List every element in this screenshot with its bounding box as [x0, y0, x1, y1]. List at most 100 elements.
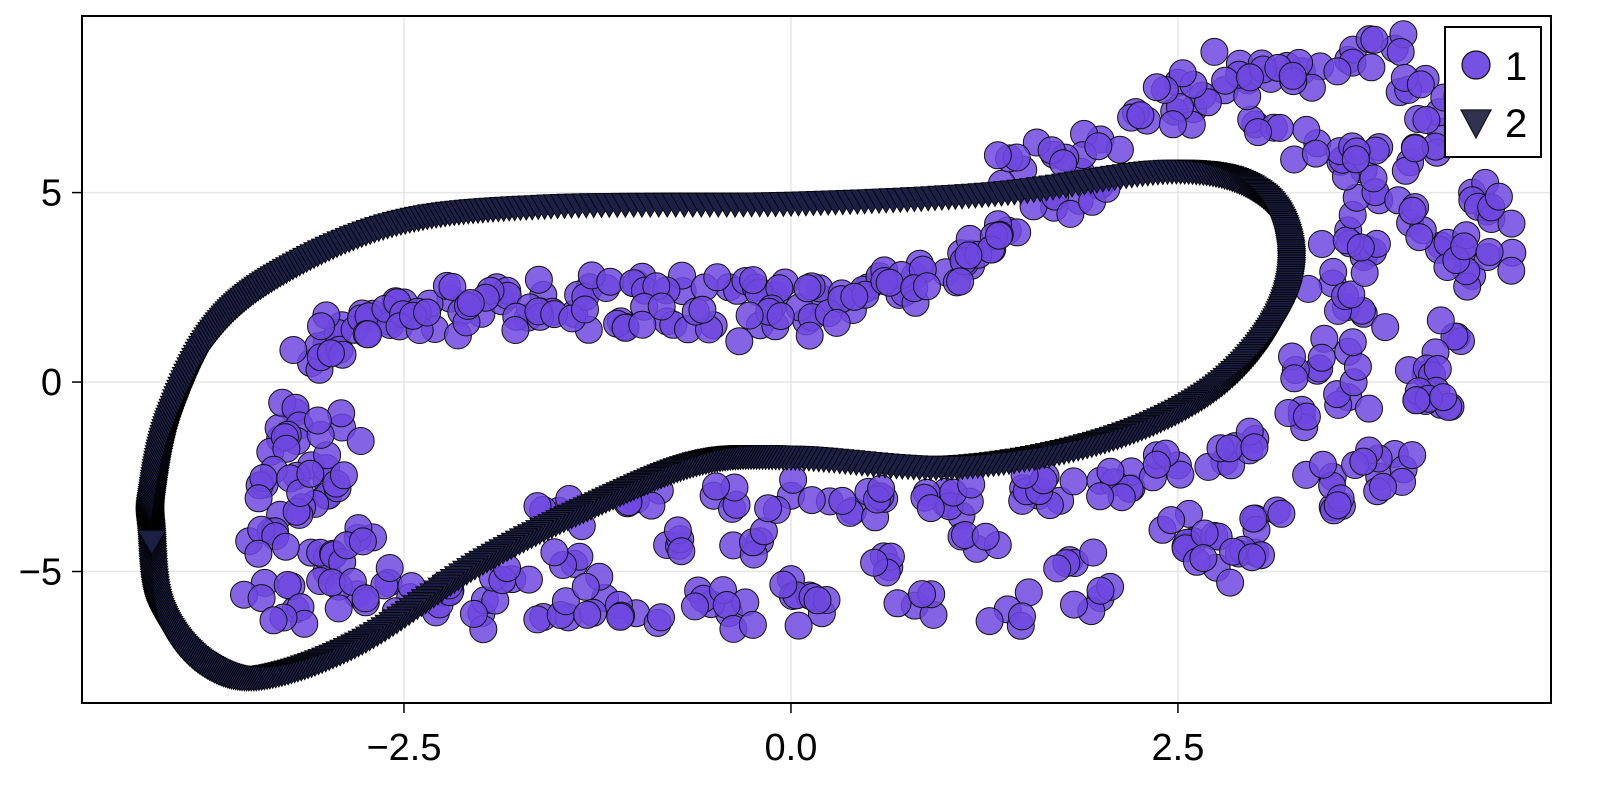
- series-1-point: [975, 607, 1004, 636]
- series-1-point: [1406, 70, 1435, 99]
- series-1-point: [523, 605, 552, 634]
- series-1-point: [913, 272, 941, 301]
- series-1-point: [571, 295, 599, 324]
- series-1-point: [438, 272, 467, 301]
- series-1-point: [1236, 63, 1264, 92]
- series-1-point: [1168, 59, 1197, 88]
- series-1-point: [271, 532, 300, 561]
- y-axis-ticks: 5 0 −5: [19, 173, 82, 594]
- series-1-point: [354, 320, 382, 349]
- series-1-point: [983, 141, 1012, 170]
- series-1-point: [1475, 238, 1504, 266]
- y-tick-label: 0: [41, 362, 62, 404]
- series-1-point: [1244, 118, 1272, 147]
- series-1-point: [1158, 110, 1187, 139]
- series-1-point: [803, 586, 832, 615]
- series-1-point: [244, 484, 273, 513]
- series-1-point: [1371, 313, 1400, 342]
- series-1-point: [1216, 568, 1245, 597]
- plot-frame: [81, 15, 1552, 704]
- series-1-point: [647, 292, 676, 321]
- triangle-down-marker-icon: [1459, 109, 1493, 140]
- series-1-point: [1484, 182, 1513, 211]
- series-1-point: [1357, 53, 1386, 82]
- series-1-point: [1323, 57, 1352, 86]
- x-tick-label: −2.5: [366, 727, 441, 769]
- series-1-point: [606, 602, 635, 631]
- series-1-point: [1166, 460, 1195, 489]
- series-1-point: [779, 465, 808, 494]
- series-1-point: [1341, 145, 1370, 174]
- series-1-point: [1349, 447, 1378, 476]
- series-1-point: [793, 274, 822, 303]
- series-1-point: [1142, 450, 1171, 479]
- series-1-point: [828, 486, 857, 515]
- series-1-point: [1350, 258, 1379, 287]
- series-1-point: [1319, 257, 1348, 286]
- series-1-point: [1060, 590, 1088, 619]
- series-1-point: [916, 494, 945, 523]
- series-1-point: [348, 527, 377, 556]
- series-1-point: [1142, 73, 1171, 102]
- series-1-point: [279, 336, 308, 364]
- series-1-point: [739, 266, 768, 295]
- series-1-point: [413, 298, 442, 327]
- series-1-point: [456, 289, 485, 317]
- series-1-point: [1084, 132, 1113, 161]
- series-1-point: [1398, 441, 1427, 470]
- series-1-point: [1497, 256, 1526, 285]
- series-1-point: [1239, 504, 1268, 533]
- series-1-point: [1360, 25, 1389, 54]
- series-1-point: [1278, 61, 1307, 90]
- series-1-point: [840, 282, 869, 311]
- series-1-point: [735, 301, 764, 330]
- y-tick-label: 5: [41, 173, 62, 215]
- legend-item-2: 2: [1459, 102, 1527, 146]
- series-1-point: [1157, 506, 1186, 535]
- series-1-point: [1359, 164, 1388, 193]
- series-1-point: [688, 295, 717, 324]
- series-1-point: [1043, 554, 1072, 583]
- series-1-point: [712, 591, 741, 619]
- series-1-point: [1307, 230, 1336, 258]
- series-1-point: [1346, 233, 1375, 262]
- series-1-point: [1280, 364, 1309, 393]
- series-1-point: [1292, 402, 1321, 431]
- series-1-point: [351, 584, 380, 613]
- series-1-point: [1215, 434, 1244, 463]
- series-1-point: [1240, 433, 1269, 462]
- legend-box: [1444, 26, 1542, 158]
- series-1-point: [540, 538, 569, 567]
- series-1-point: [1307, 343, 1336, 372]
- series-1-point: [501, 316, 530, 344]
- series-1-point: [247, 584, 276, 613]
- series-1-point: [1405, 223, 1434, 252]
- series-1-point: [303, 406, 332, 435]
- series-1-point: [1497, 209, 1526, 238]
- series-1-point: [985, 221, 1013, 250]
- series-1-point: [954, 241, 983, 270]
- series-1-point: [628, 310, 657, 339]
- series-1-point: [571, 572, 600, 601]
- series-1-point: [1059, 467, 1088, 496]
- series-1-point: [514, 565, 543, 594]
- series-1-point: [1211, 66, 1240, 95]
- series-1-point: [1401, 134, 1429, 163]
- series-1-point: [1343, 352, 1372, 381]
- legend: 1 2: [1444, 26, 1542, 158]
- series-2-point: [137, 529, 167, 556]
- series-1-point: [1086, 482, 1115, 511]
- series-1-point: [908, 580, 936, 609]
- series-1-point: [1189, 544, 1218, 573]
- series-1-point: [702, 472, 730, 501]
- series-1-point: [551, 587, 580, 616]
- series-1-point: [681, 592, 709, 621]
- series-1-point: [667, 537, 696, 566]
- legend-label-2: 2: [1505, 102, 1527, 146]
- series-1-point: [1450, 232, 1479, 261]
- series-1-point: [1008, 602, 1036, 631]
- series-1-point: [797, 486, 826, 515]
- series-1-point: [259, 606, 288, 635]
- series-1-point: [316, 339, 345, 368]
